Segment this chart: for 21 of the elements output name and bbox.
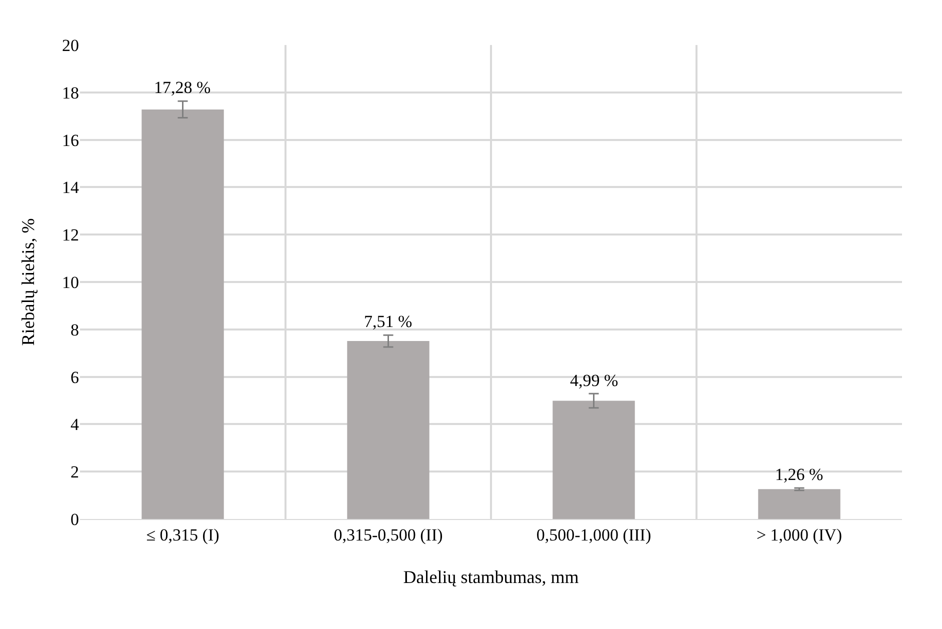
y-tick-label: 0 (70, 510, 79, 529)
x-tick-label: 0,315-0,500 (II) (334, 525, 443, 544)
y-tick-label: 10 (62, 272, 79, 292)
x-axis-title: Dalelių stambumas, mm (403, 567, 579, 587)
data-label: 17,28 % (154, 78, 211, 97)
y-tick-label: 14 (62, 178, 80, 198)
data-label: 4,99 % (570, 371, 618, 390)
y-tick-label: 2 (70, 462, 79, 482)
x-tick-label: 0,500-1,000 (III) (536, 525, 652, 544)
y-tick-label: 8 (70, 320, 79, 340)
data-label: 7,51 % (364, 312, 412, 331)
y-tick-label: 18 (62, 83, 79, 102)
y-tick-label: 12 (62, 226, 79, 245)
y-axis-title: Riebalų kiekis, % (18, 218, 38, 346)
x-tick-label: ≤ 0,315 (I) (146, 525, 220, 544)
y-tick-label: 16 (62, 130, 79, 150)
x-tick-label: > 1,000 (IV) (756, 525, 842, 544)
y-tick-label: 4 (70, 415, 80, 434)
y-tick-label: 20 (62, 36, 79, 55)
data-label: 1,26 % (775, 465, 824, 484)
y-tick-label: 6 (70, 368, 79, 387)
